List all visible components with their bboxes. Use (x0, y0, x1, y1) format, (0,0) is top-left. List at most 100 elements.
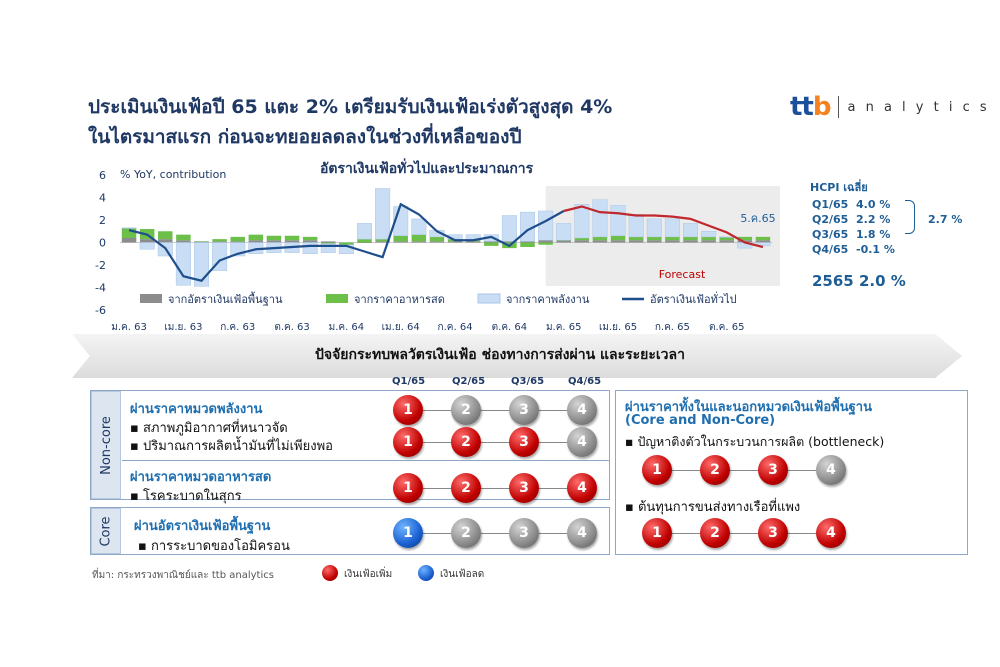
logo-divider (838, 96, 840, 118)
food-bullet-1: ▪ โรคระบาดในสุกร (130, 489, 242, 504)
bottleneck-connector (657, 470, 831, 471)
x-tick-label: ก.ค. 63 (220, 322, 255, 333)
logo-text: a n a l y t i c s (847, 99, 990, 115)
energy-section (122, 391, 609, 461)
bar-food (701, 236, 716, 241)
bar-energy (302, 242, 318, 254)
core-side-label: Core (91, 508, 121, 554)
both-channel-title-1: ผ่านราคาทั้งในและนอกหมวดเงินเฟ้อพื้นฐาน (625, 400, 872, 415)
both-bullet-2: ▪ ต้นทุนการขนส่งทางเรือที่แพง (625, 500, 801, 515)
bar-energy (501, 215, 517, 242)
quarter-header-q3: Q3/65 (511, 376, 545, 387)
bar-food (375, 239, 390, 242)
quarter-header-q1: Q1/65 (392, 376, 426, 387)
banner (72, 334, 962, 378)
bar-food (302, 236, 318, 241)
bar-energy (556, 223, 572, 241)
forecast-label: Forecast (659, 268, 706, 281)
core-omicron-connector (408, 533, 582, 534)
food-swine-ball-2: 2 (451, 473, 481, 503)
bar-energy (411, 218, 427, 235)
bar-food (484, 242, 499, 246)
x-tick-label: ก.ค. 64 (438, 322, 473, 333)
chart-title: อัตราเงินเฟ้อทั่วไปและประมาณการ (320, 161, 534, 177)
bar-energy (664, 218, 680, 238)
bar-core (429, 241, 445, 243)
y-tick-label: 4 (99, 192, 106, 205)
bar-energy (175, 242, 191, 286)
both-bullet-1: ▪ ปัญหาติงตัวในกระบวนการผลิต (bottleneck… (625, 434, 885, 449)
banner-text: ปัจจัยกระทบพลวัตรเงินเฟ้อ ช่องทางการส่งผ… (315, 347, 685, 363)
bar-core (538, 240, 553, 243)
bar-core (212, 241, 227, 243)
bar-food (194, 241, 209, 242)
bar-food (411, 234, 427, 242)
x-tick-label: เม.ย. 65 (599, 322, 637, 333)
hcpi-row-q2: Q2/65 2.2 % (812, 213, 891, 226)
shipping-connector (657, 533, 831, 534)
both-channel-title-2: (Core and Non-Core) (625, 413, 776, 428)
x-tick-label: ต.ค. 65 (709, 322, 744, 333)
bottleneck-ball-3: 3 (758, 455, 788, 485)
bar-food (574, 238, 590, 241)
legend-label: จากราคาอาหารสด (354, 293, 445, 306)
bar-core (158, 239, 173, 243)
bar-core (755, 240, 771, 243)
date-label: 5.ค.65 (740, 212, 775, 225)
bar-energy (121, 227, 137, 229)
bar-food (158, 231, 173, 240)
hcpi-title: HCPI เฉลี่ย (810, 181, 868, 194)
bar-core (628, 240, 644, 243)
core-and-noncore-box (615, 390, 968, 555)
legend-label: จากราคาพลังงาน (506, 293, 590, 306)
food-swine-ball-1: 1 (393, 473, 423, 503)
bar-energy (357, 223, 372, 240)
bar-energy (701, 231, 717, 238)
bar-core (357, 242, 372, 243)
bar-energy (320, 243, 336, 253)
shipping-ball-4: 4 (816, 518, 846, 548)
bar-energy (574, 204, 590, 239)
bottleneck-ball-2: 2 (700, 455, 730, 485)
bar-core (701, 240, 716, 243)
x-tick-label: เม.ย. 63 (164, 322, 202, 333)
energy-supply-ball-2: 2 (451, 427, 481, 457)
bar-food (538, 242, 553, 245)
x-tick-label: ม.ค. 63 (111, 322, 147, 333)
energy-weather-ball-4: 4 (567, 395, 597, 425)
bar-core (592, 240, 608, 243)
quarter-header-q2: Q2/65 (452, 376, 486, 387)
energy-weather-ball-2: 2 (451, 395, 481, 425)
hcpi-brace (905, 200, 915, 234)
core-channel-title: ผ่านอัตราเงินเฟ้อพื้นฐาน (134, 519, 271, 534)
food-channel-title: ผ่านราคาหมวดอาหารสด (130, 470, 272, 485)
bar-core (520, 241, 535, 243)
x-tick-label: ต.ค. 63 (274, 322, 309, 333)
bar-food (284, 235, 300, 241)
noncore-side-label: Non-core (91, 391, 121, 499)
bar-food (230, 236, 245, 242)
y-tick-label: -6 (95, 304, 106, 317)
bar-core (610, 240, 626, 243)
bar-energy (628, 214, 644, 238)
bar-food (321, 242, 336, 244)
bar-energy (538, 210, 554, 241)
bar-energy (646, 218, 662, 238)
bar-core (194, 241, 209, 243)
bar-core (465, 241, 481, 243)
bar-energy (610, 205, 626, 236)
inflation-chart: Forecast 5.ค.65 6 4 2 0 -2 -4 -6 ม.ค. 63 เม.ย. 63 ก… (95, 169, 780, 333)
bar-core (719, 240, 734, 243)
bar-core (447, 241, 463, 243)
x-tick-label: เม.ย. 64 (382, 322, 420, 333)
source-note: ที่มา: กระทรวงพาณิชย์และ ttb analytics (92, 570, 274, 581)
bar-energy (375, 188, 391, 240)
x-tick-label: ม.ค. 65 (546, 322, 582, 333)
page-title: ประเมินเงินเฟ้อปี 65 แตะ 2% เตรียมรับเงิ… (88, 92, 612, 152)
bar-food (393, 235, 408, 242)
hcpi-row-q4: Q4/65 -0.1 % (812, 243, 895, 256)
ttb-analytics-logo: ttb a n a l y t i c s (790, 92, 990, 122)
bottleneck-ball-1: 1 (642, 455, 672, 485)
legend-label: อัตราเงินเฟ้อทั่วไป (650, 291, 737, 306)
title-line-1: ประเมินเงินเฟ้อปี 65 แตะ 2% เตรียมรับเงิ… (88, 96, 613, 118)
